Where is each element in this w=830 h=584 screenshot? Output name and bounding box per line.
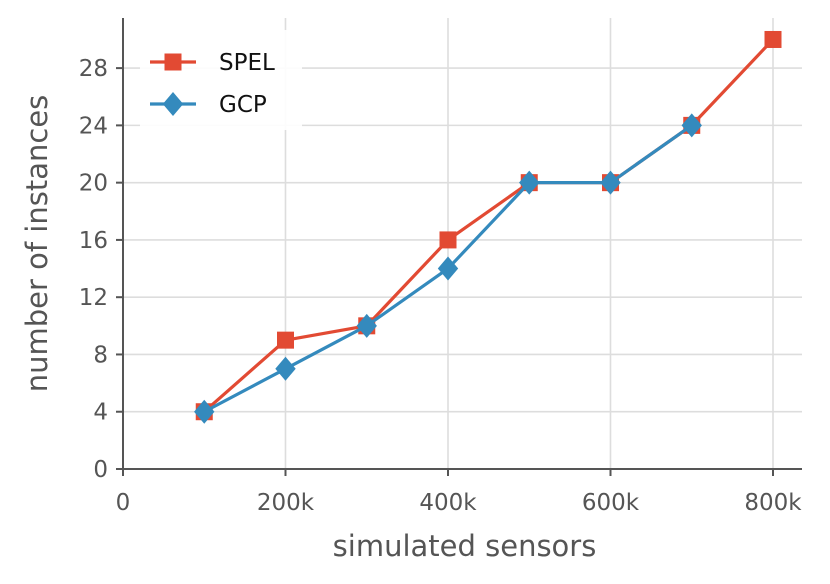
data-point-gcp xyxy=(437,256,459,281)
legend-box xyxy=(140,30,302,130)
data-point-spel xyxy=(764,30,782,48)
data-point-gcp xyxy=(600,170,621,195)
y-tick-label: 20 xyxy=(79,171,108,197)
legend-label-gcp: GCP xyxy=(219,92,267,118)
axes: 0 200k 400k 600k 800k 0 4 8 12 16 20 24 28 xyxy=(79,18,802,516)
data-point-gcp xyxy=(194,399,215,424)
legend-item-gcp: GCP xyxy=(150,92,267,118)
y-axis-title: number of instances xyxy=(20,95,54,393)
legend: SPEL GCP xyxy=(140,30,302,130)
data-point-gcp xyxy=(681,113,702,138)
y-tick-label: 12 xyxy=(79,285,108,311)
y-tick-label: 28 xyxy=(79,56,108,82)
series-gcp xyxy=(194,113,702,424)
data-point-gcp xyxy=(356,313,377,338)
x-tick-label: 0 xyxy=(116,490,131,516)
y-tick-label: 0 xyxy=(93,457,108,483)
series-area xyxy=(194,30,782,424)
data-point-spel xyxy=(439,231,457,249)
y-tick-label: 24 xyxy=(79,113,108,139)
x-tick-label: 600k xyxy=(582,490,640,516)
x-tick-label: 400k xyxy=(419,490,477,516)
legend-item-spel: SPEL xyxy=(150,50,275,76)
y-tick-label: 16 xyxy=(79,228,108,254)
legend-label-spel: SPEL xyxy=(219,50,275,76)
x-tick-label: 200k xyxy=(257,490,315,516)
data-point-gcp xyxy=(275,356,296,381)
data-point-gcp xyxy=(519,170,540,195)
y-tick-label: 4 xyxy=(93,400,108,426)
legend-marker-gcp xyxy=(162,92,184,116)
legend-marker-spel xyxy=(164,53,182,71)
x-tick-label: 800k xyxy=(744,490,802,516)
y-tick-label: 8 xyxy=(93,342,108,368)
data-point-spel xyxy=(277,331,294,349)
x-axis-title: simulated sensors xyxy=(333,529,597,563)
